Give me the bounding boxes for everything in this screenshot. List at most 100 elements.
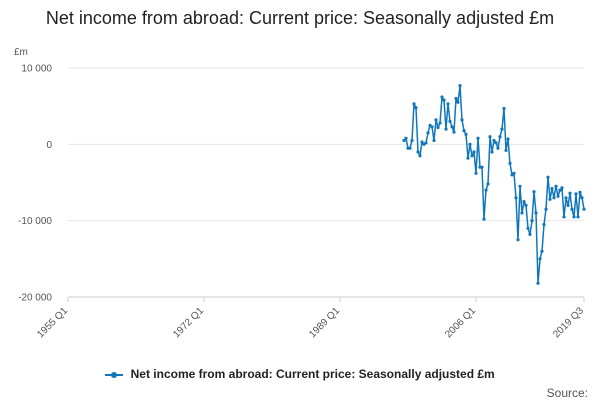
data-point	[456, 100, 460, 104]
data-point	[480, 165, 484, 169]
data-point	[578, 190, 582, 194]
data-point	[436, 125, 440, 130]
data-point	[550, 187, 554, 191]
data-point	[440, 95, 444, 99]
data-point	[412, 102, 416, 106]
data-point	[548, 197, 552, 201]
data-point	[574, 192, 578, 196]
x-tick-label: 1972 Q1	[171, 305, 206, 340]
data-point	[498, 135, 502, 139]
data-point	[570, 207, 574, 211]
legend-label: Net income from abroad: Current price: S…	[130, 367, 495, 381]
y-tick-label: -10 000	[18, 216, 52, 227]
data-point	[528, 232, 532, 236]
data-point	[556, 194, 560, 198]
y-tick-label: 0	[46, 140, 52, 151]
data-point	[554, 184, 558, 188]
data-point	[508, 161, 512, 165]
x-tick-label: 2019 Q3	[551, 305, 586, 340]
data-point	[446, 102, 450, 106]
y-axis-tick-labels: 10 000 0 -10 000 -20 000	[18, 64, 52, 304]
data-point	[464, 132, 468, 136]
data-point	[432, 138, 436, 143]
data-point	[420, 140, 424, 144]
y-tick-label: -20 000	[18, 293, 52, 304]
data-point	[580, 196, 584, 200]
data-point	[530, 219, 534, 223]
data-point	[414, 106, 418, 110]
data-point	[450, 125, 454, 129]
x-axis-tick-labels: 1955 Q1 1972 Q1 1989 Q1 2006 Q1 2019 Q3	[35, 305, 586, 340]
data-point	[454, 96, 458, 101]
data-point	[544, 207, 548, 211]
data-point	[564, 196, 568, 200]
data-point	[534, 211, 538, 215]
data-point	[494, 141, 498, 145]
data-point	[496, 146, 500, 150]
y-axis-unit-label: £m	[14, 47, 28, 58]
data-point	[520, 211, 524, 215]
data-point	[502, 106, 506, 111]
data-point	[444, 127, 448, 131]
data-point	[470, 154, 474, 158]
data-point	[476, 136, 480, 140]
data-point	[560, 186, 564, 190]
data-point	[402, 138, 406, 143]
data-point	[474, 171, 478, 175]
data-point	[500, 127, 504, 131]
x-tick-label: 1955 Q1	[35, 305, 70, 340]
x-tick-label: 1989 Q1	[307, 305, 342, 340]
chart-title: Net income from abroad: Current price: S…	[45, 8, 555, 28]
data-point	[410, 138, 414, 143]
data-point	[542, 222, 546, 227]
data-point	[416, 150, 420, 154]
data-point	[424, 141, 428, 145]
data-point	[540, 249, 544, 253]
data-point	[582, 207, 586, 211]
data-point	[516, 238, 520, 242]
data-point	[538, 257, 542, 261]
grid-lines	[68, 67, 584, 298]
data-point	[462, 129, 466, 133]
data-point	[568, 191, 572, 195]
data-point	[468, 142, 472, 146]
x-axis	[67, 296, 585, 302]
data-point	[438, 121, 442, 125]
data-point	[482, 217, 486, 221]
data-point	[484, 188, 488, 192]
data-point	[404, 136, 408, 140]
data-point	[426, 131, 430, 135]
data-point	[558, 188, 562, 192]
data-point	[418, 154, 422, 158]
series-line	[403, 84, 585, 285]
source-label: Source:	[546, 386, 588, 400]
data-point	[430, 125, 434, 129]
data-point	[506, 137, 510, 141]
data-point	[492, 138, 496, 143]
legend: Net income from abroad: Current price: S…	[0, 367, 600, 381]
data-point	[458, 84, 462, 88]
data-point	[526, 226, 530, 230]
data-point	[448, 119, 452, 123]
data-point	[552, 196, 556, 200]
data-point	[518, 184, 522, 188]
data-point	[522, 200, 526, 204]
data-point	[486, 182, 490, 186]
data-point	[536, 281, 540, 285]
data-point	[546, 175, 550, 179]
data-point	[524, 203, 528, 207]
data-point	[466, 156, 470, 160]
series-layer	[402, 84, 586, 285]
data-point	[566, 203, 570, 207]
data-point	[532, 190, 536, 194]
data-point	[472, 150, 476, 154]
data-point	[408, 146, 412, 150]
data-point	[442, 98, 446, 102]
data-point	[514, 196, 518, 200]
data-point	[452, 130, 456, 134]
data-point	[504, 148, 508, 152]
data-point	[562, 215, 566, 219]
data-point	[488, 135, 492, 139]
data-point	[460, 118, 464, 122]
